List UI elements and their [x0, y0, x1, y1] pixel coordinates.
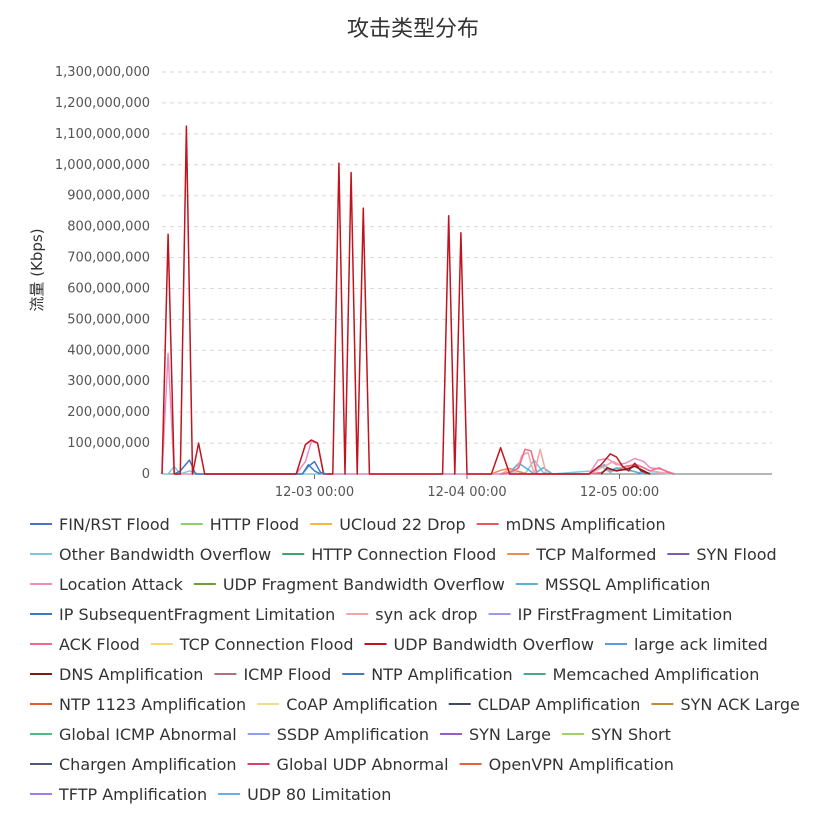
chart-title: 攻击类型分布: [347, 17, 479, 42]
legend-item[interactable]: SYN ACK Large: [651, 695, 800, 714]
legend-label: ACK Flood: [59, 635, 140, 654]
legend-label: Memcached Amplification: [553, 665, 760, 684]
legend-label: TCP Malformed: [535, 545, 656, 564]
legend-item[interactable]: Other Bandwidth Overflow: [30, 545, 271, 564]
y-tick-label: 300,000,000: [67, 374, 150, 389]
legend-item[interactable]: SYN Large: [439, 725, 551, 744]
legend-item[interactable]: FIN/RST Flood: [30, 515, 170, 534]
y-tick-label: 600,000,000: [67, 281, 150, 296]
legend-label: UDP Bandwidth Overflow: [394, 635, 594, 654]
legend-label: HTTP Connection Flood: [311, 545, 496, 564]
legend-item[interactable]: DNS Amplification: [30, 665, 203, 684]
legend-label: HTTP Flood: [210, 515, 299, 534]
legend-label: MSSQL Amplification: [545, 575, 711, 594]
legend-label: large ack limited: [634, 635, 768, 654]
y-axis-label: 流量 (Kbps): [28, 228, 46, 311]
legend-item[interactable]: NTP 1123 Amplification: [30, 695, 246, 714]
legend-label: mDNS Amplification: [506, 515, 666, 534]
series-line: [600, 465, 651, 475]
legend-label: ICMP Flood: [243, 665, 331, 684]
y-tick-label: 1,100,000,000: [55, 127, 150, 142]
y-tick-label: 900,000,000: [67, 189, 150, 204]
legend-item[interactable]: IP FirstFragment Limitation: [488, 605, 733, 624]
legend-item[interactable]: SYN Short: [561, 725, 671, 744]
x-tick-label: 12-03 00:00: [275, 485, 354, 500]
legend-label: Chargen Amplification: [59, 755, 237, 774]
legend-item[interactable]: TFTP Amplification: [30, 785, 207, 804]
series-line: [301, 460, 327, 475]
legend-label: UDP 80 Limitation: [247, 785, 391, 804]
legend-item[interactable]: Global UDP Abnormal: [247, 755, 449, 774]
legend-item[interactable]: MSSQL Amplification: [515, 575, 711, 594]
legend-label: CoAP Amplification: [286, 695, 438, 714]
legend-item[interactable]: HTTP Flood: [180, 515, 299, 534]
y-tick-label: 400,000,000: [67, 343, 150, 358]
legend-label: SYN ACK Large: [680, 695, 799, 714]
y-tick-label: 200,000,000: [67, 405, 150, 420]
x-tick-label: 12-04 00:00: [427, 485, 506, 500]
legend-item[interactable]: Memcached Amplification: [523, 665, 760, 684]
legend-label: FIN/RST Flood: [59, 515, 170, 534]
legend-label: SYN Large: [469, 725, 551, 744]
legend-label: UDP Fragment Bandwidth Overflow: [223, 575, 505, 594]
legend-item[interactable]: IP SubsequentFragment Limitation: [30, 605, 335, 624]
legend-item[interactable]: HTTP Connection Flood: [282, 545, 496, 564]
legend-item[interactable]: Global ICMP Abnormal: [30, 725, 237, 744]
legend-label: syn ack drop: [375, 605, 477, 624]
legend-label: NTP 1123 Amplification: [59, 695, 246, 714]
legend-label: SYN Short: [591, 725, 671, 744]
grid-lines: [162, 71, 772, 444]
y-tick-label: 800,000,000: [67, 220, 150, 235]
legend-item[interactable]: ICMP Flood: [214, 665, 331, 684]
y-tick-label: 100,000,000: [67, 436, 150, 451]
y-tick-label: 1,300,000,000: [55, 65, 150, 80]
legend-label: OpenVPN Amplification: [489, 755, 674, 774]
legend-item[interactable]: CLDAP Amplification: [448, 695, 641, 714]
legend-label: SSDP Amplification: [277, 725, 429, 744]
legend-item[interactable]: OpenVPN Amplification: [459, 755, 674, 774]
legend-label: TFTP Amplification: [58, 785, 207, 804]
y-tick-label: 700,000,000: [67, 251, 150, 266]
y-tick-label: 500,000,000: [67, 312, 150, 327]
legend-label: Global UDP Abnormal: [277, 755, 449, 774]
legend-item[interactable]: UDP Fragment Bandwidth Overflow: [193, 575, 505, 594]
legend-item[interactable]: UDP Bandwidth Overflow: [364, 635, 594, 654]
legend-item[interactable]: TCP Malformed: [507, 545, 656, 564]
legend-label: NTP Amplification: [371, 665, 512, 684]
legend-item[interactable]: UCloud 22 Drop: [310, 515, 466, 534]
legend-label: TCP Connection Flood: [179, 635, 354, 654]
legend-label: IP SubsequentFragment Limitation: [59, 605, 335, 624]
legend-label: DNS Amplification: [59, 665, 203, 684]
y-tick-label: 0: [142, 467, 150, 482]
legend[interactable]: FIN/RST Flood HTTP Flood UCloud 22 Drop mDN…: [30, 515, 800, 804]
series-line: [161, 125, 651, 475]
legend-label: CLDAP Amplification: [478, 695, 641, 714]
y-tick-label: 1,000,000,000: [55, 158, 150, 173]
legend-label: UCloud 22 Drop: [339, 515, 465, 534]
legend-label: Location Attack: [59, 575, 184, 594]
legend-item[interactable]: mDNS Amplification: [476, 515, 666, 534]
legend-item[interactable]: ACK Flood: [30, 635, 140, 654]
y-tick-label: 1,200,000,000: [55, 96, 150, 111]
x-tick-label: 12-05 00:00: [580, 485, 659, 500]
legend-item[interactable]: UDP 80 Limitation: [218, 785, 391, 804]
legend-item[interactable]: TCP Connection Flood: [150, 635, 354, 654]
axes: 0 100,000,000 200,000,000 300,000,000 400,00…: [55, 65, 772, 500]
legend-item[interactable]: syn ack drop: [346, 605, 478, 624]
series-line: [161, 352, 675, 475]
legend-label: SYN Flood: [696, 545, 776, 564]
legend-label: IP FirstFragment Limitation: [518, 605, 733, 624]
legend-item[interactable]: CoAP Amplification: [257, 695, 438, 714]
legend-label: Global ICMP Abnormal: [59, 725, 237, 744]
legend-item[interactable]: Chargen Amplification: [30, 755, 237, 774]
legend-item[interactable]: large ack limited: [605, 635, 768, 654]
series-lines: [161, 125, 675, 475]
legend-item[interactable]: SYN Flood: [667, 545, 777, 564]
legend-label: Other Bandwidth Overflow: [59, 545, 271, 564]
legend-item[interactable]: Location Attack: [30, 575, 184, 594]
legend-item[interactable]: NTP Amplification: [342, 665, 513, 684]
legend-item[interactable]: SSDP Amplification: [247, 725, 429, 744]
